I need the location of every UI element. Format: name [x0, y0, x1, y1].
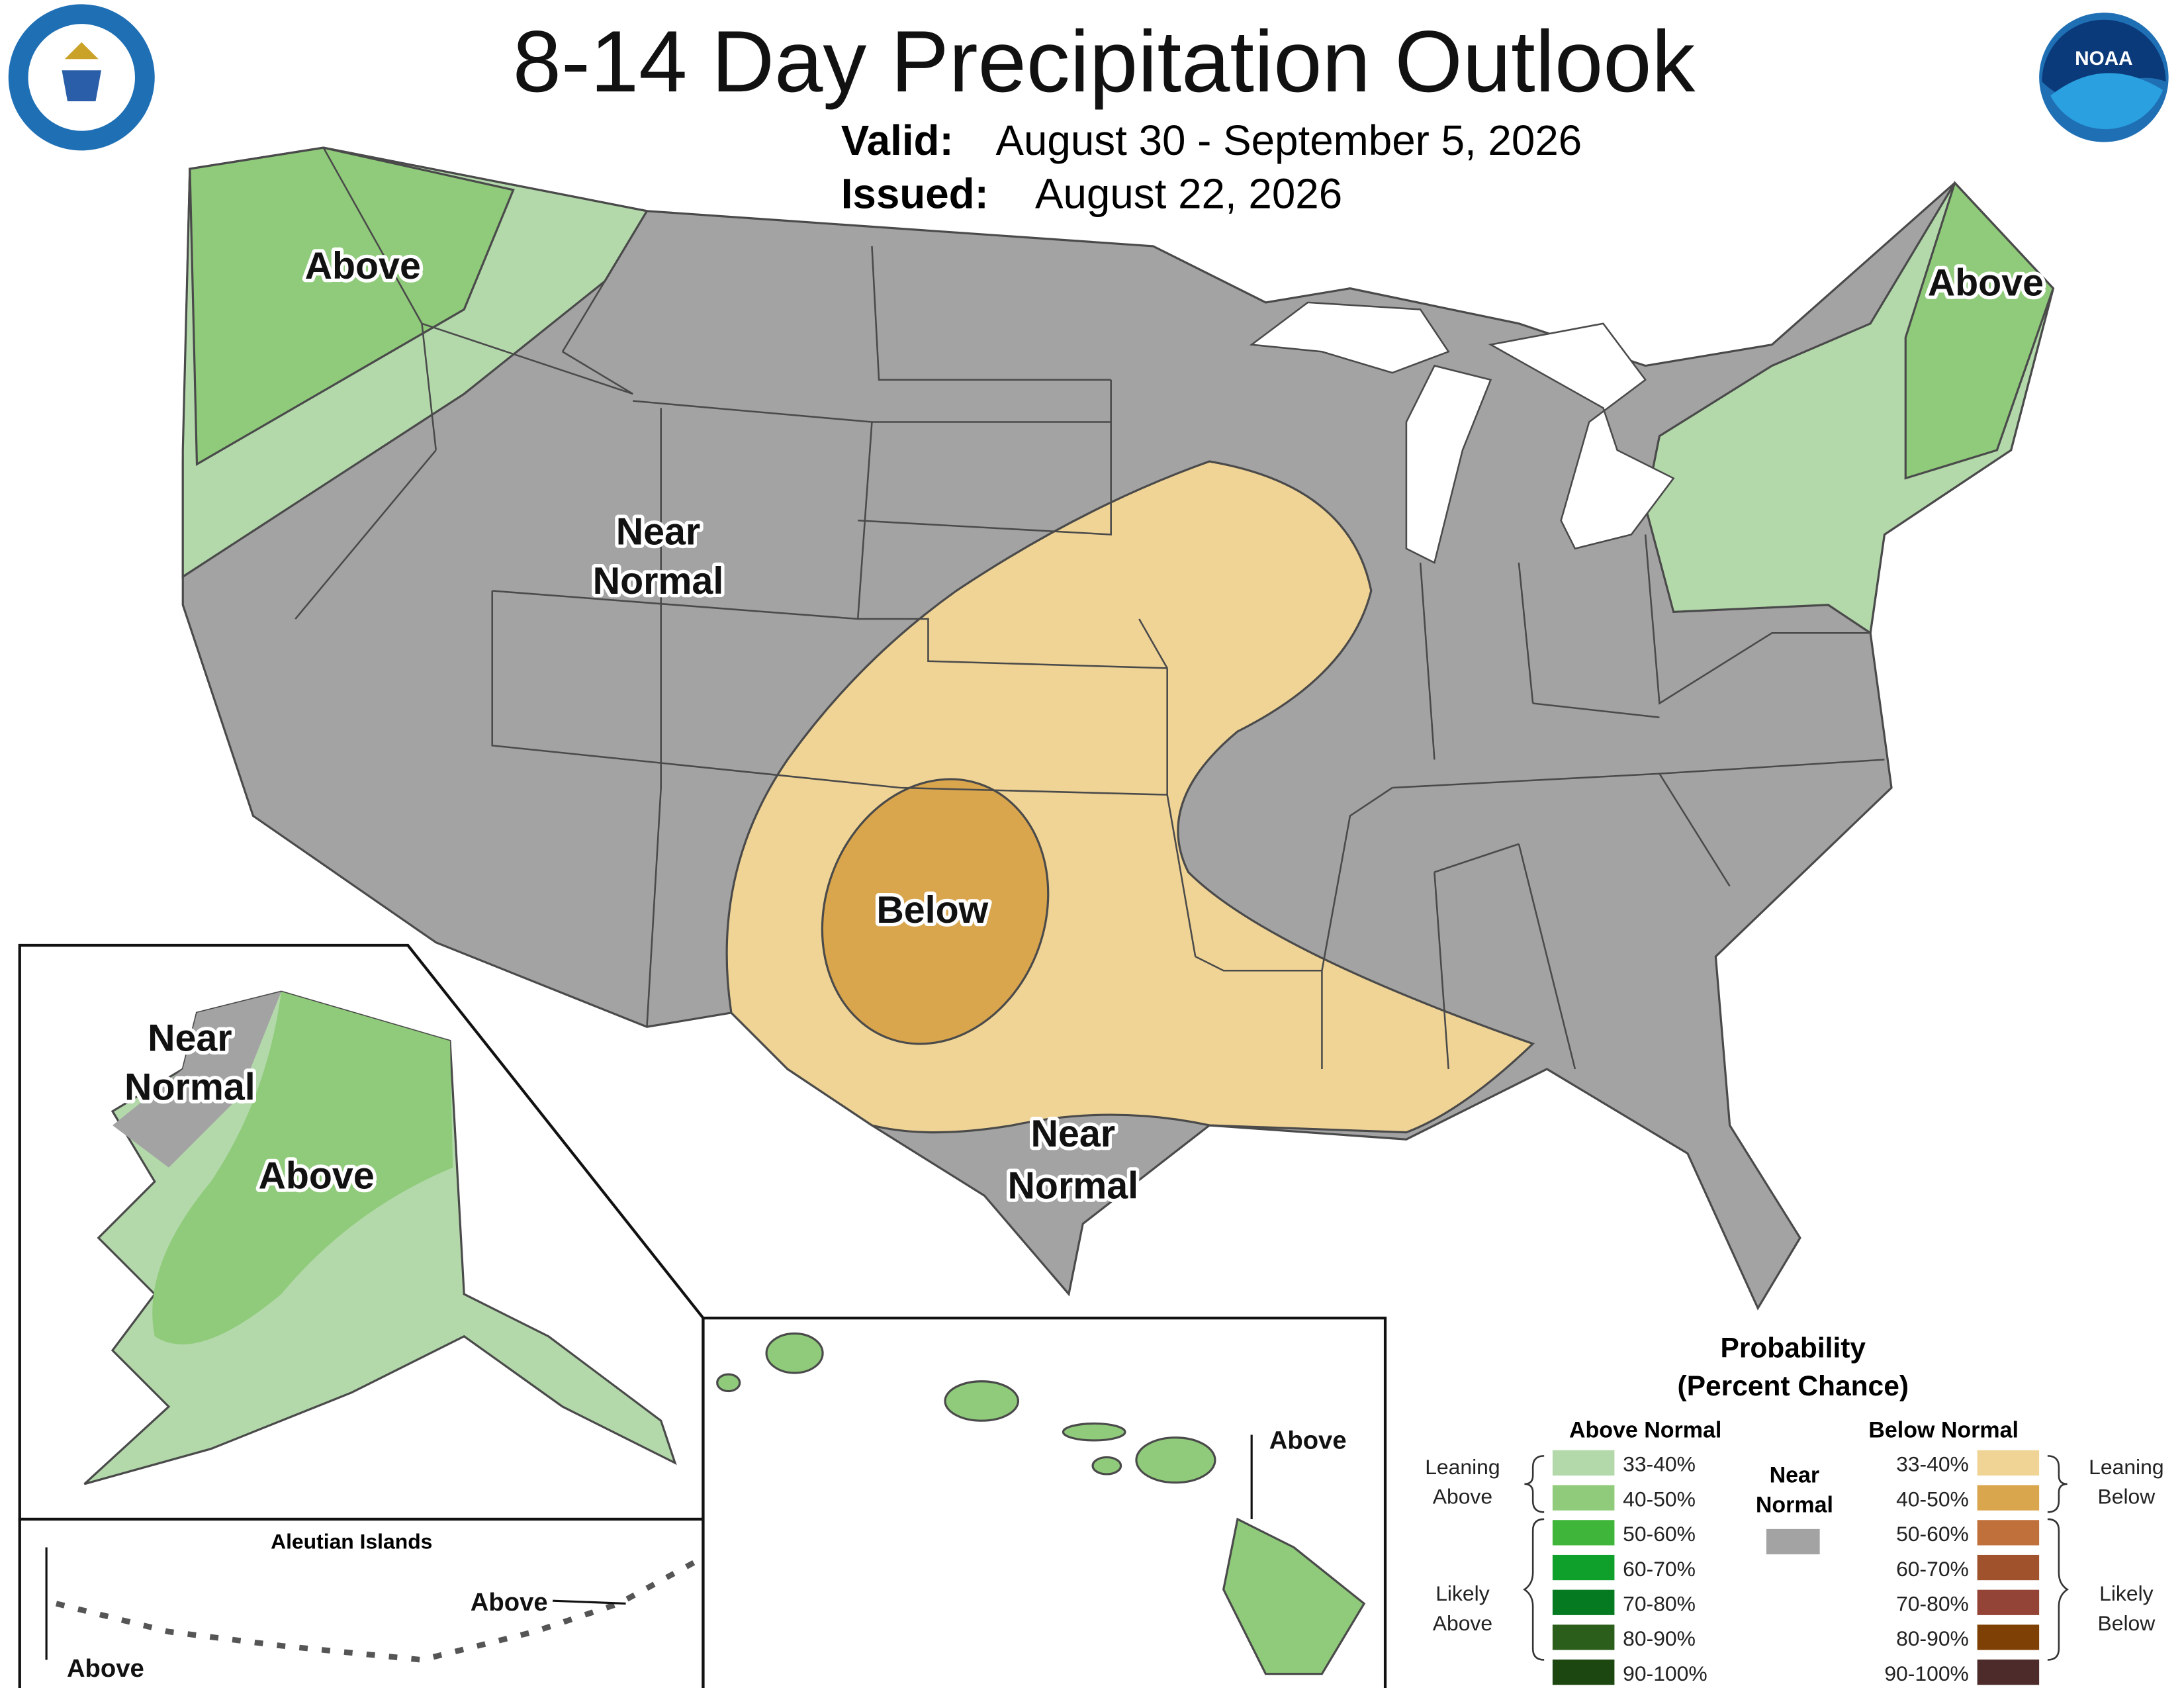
region-label: Above	[67, 1654, 144, 1683]
legend-group: Below	[2097, 1611, 2156, 1635]
legend-label: 33-40%	[1623, 1452, 1696, 1476]
issued-date: August 22, 2026	[1035, 170, 1342, 218]
region-label: Above	[1928, 261, 2044, 304]
legend: Probability (Percent Chance) Above Norma…	[1425, 1333, 2163, 1685]
legend-swatch	[1766, 1528, 1820, 1555]
legend-swatch	[1977, 1660, 2040, 1685]
legend-swatch	[1977, 1520, 2040, 1546]
region-label: Above	[1269, 1427, 1347, 1455]
legend-label: 33-40%	[1896, 1452, 1969, 1476]
legend-label: 70-80%	[1623, 1592, 1696, 1616]
legend-subtitle: (Percent Chance)	[1678, 1371, 1909, 1402]
valid-label: Valid:	[841, 117, 954, 164]
legend-heading: Normal	[1756, 1492, 1833, 1517]
aleutian-islands	[55, 1558, 698, 1663]
legend-group: Above	[1433, 1611, 1492, 1635]
legend-swatch	[1977, 1624, 2040, 1650]
legend-label: 60-70%	[1896, 1557, 1969, 1581]
legend-label: 70-80%	[1896, 1592, 1969, 1616]
legend-swatch	[1552, 1589, 1615, 1615]
legend-label: 40-50%	[1896, 1487, 1969, 1511]
legend-group: Leaning	[2089, 1455, 2163, 1479]
title: 8-14 Day Precipitation Outlook	[513, 13, 1696, 110]
region-label: Above	[258, 1155, 374, 1197]
legend-label: 80-90%	[1623, 1626, 1696, 1650]
aleutian-title: Aleutian Islands	[271, 1530, 432, 1554]
noaa-text: NOAA	[2075, 48, 2133, 70]
legend-group: Below	[2097, 1485, 2156, 1509]
region-label: Near	[1031, 1113, 1116, 1155]
region-label: Above	[471, 1588, 548, 1617]
legend-group: Likely	[2099, 1581, 2154, 1605]
legend-swatch	[1977, 1554, 2040, 1581]
hawaii-islands	[716, 1332, 1366, 1675]
legend-swatch	[1977, 1589, 2040, 1615]
legend-group: Leaning	[1425, 1455, 1500, 1479]
legend-heading: Near	[1770, 1463, 1820, 1488]
legend-swatch	[1977, 1485, 2040, 1511]
region-label: Normal	[593, 560, 724, 602]
legend-brackets	[1523, 1455, 2069, 1661]
aleutian-pointers	[45, 1547, 626, 1660]
legend-label: 50-60%	[1896, 1522, 1969, 1546]
legend-label: 80-90%	[1896, 1626, 1969, 1650]
legend-label: 40-50%	[1623, 1487, 1696, 1511]
commerce-seal	[8, 4, 155, 151]
legend-swatch	[1552, 1554, 1615, 1581]
valid-date: August 30 - September 5, 2026	[995, 117, 1582, 164]
region-label: Above	[305, 245, 421, 287]
legend-heading: Above Normal	[1569, 1418, 1721, 1443]
conus	[181, 146, 2055, 1311]
legend-swatch	[1552, 1624, 1615, 1650]
legend-label: 60-70%	[1623, 1557, 1696, 1581]
legend-label: 90-100%	[1884, 1662, 1969, 1685]
alaska-above	[152, 992, 453, 1344]
legend-swatch	[1977, 1450, 2040, 1476]
legend-swatch	[1552, 1450, 1615, 1476]
legend-label: 90-100%	[1623, 1662, 1707, 1685]
issued-label: Issued:	[841, 170, 989, 218]
legend-swatch	[1552, 1660, 1615, 1685]
region-label: Normal	[1008, 1164, 1139, 1207]
region-label: Near	[616, 510, 701, 553]
noaa-logo: NOAA	[2039, 13, 2169, 142]
hawaii-inset	[702, 1316, 1387, 1688]
legend-swatch	[1552, 1485, 1615, 1511]
legend-group: Likely	[1435, 1581, 1490, 1605]
region-label: Near	[148, 1017, 232, 1059]
region-label: Normal	[124, 1066, 255, 1109]
alaska-land	[83, 990, 677, 1485]
region-label: Below	[876, 889, 988, 931]
legend-group: Above	[1433, 1485, 1492, 1509]
aleutian-inset	[18, 1517, 705, 1688]
legend-heading: Below Normal	[1868, 1418, 2019, 1443]
legend-title: Probability	[1720, 1333, 1866, 1364]
legend-label: 50-60%	[1623, 1522, 1696, 1546]
legend-swatch	[1552, 1520, 1615, 1546]
alaska-near-normal	[112, 992, 281, 1168]
